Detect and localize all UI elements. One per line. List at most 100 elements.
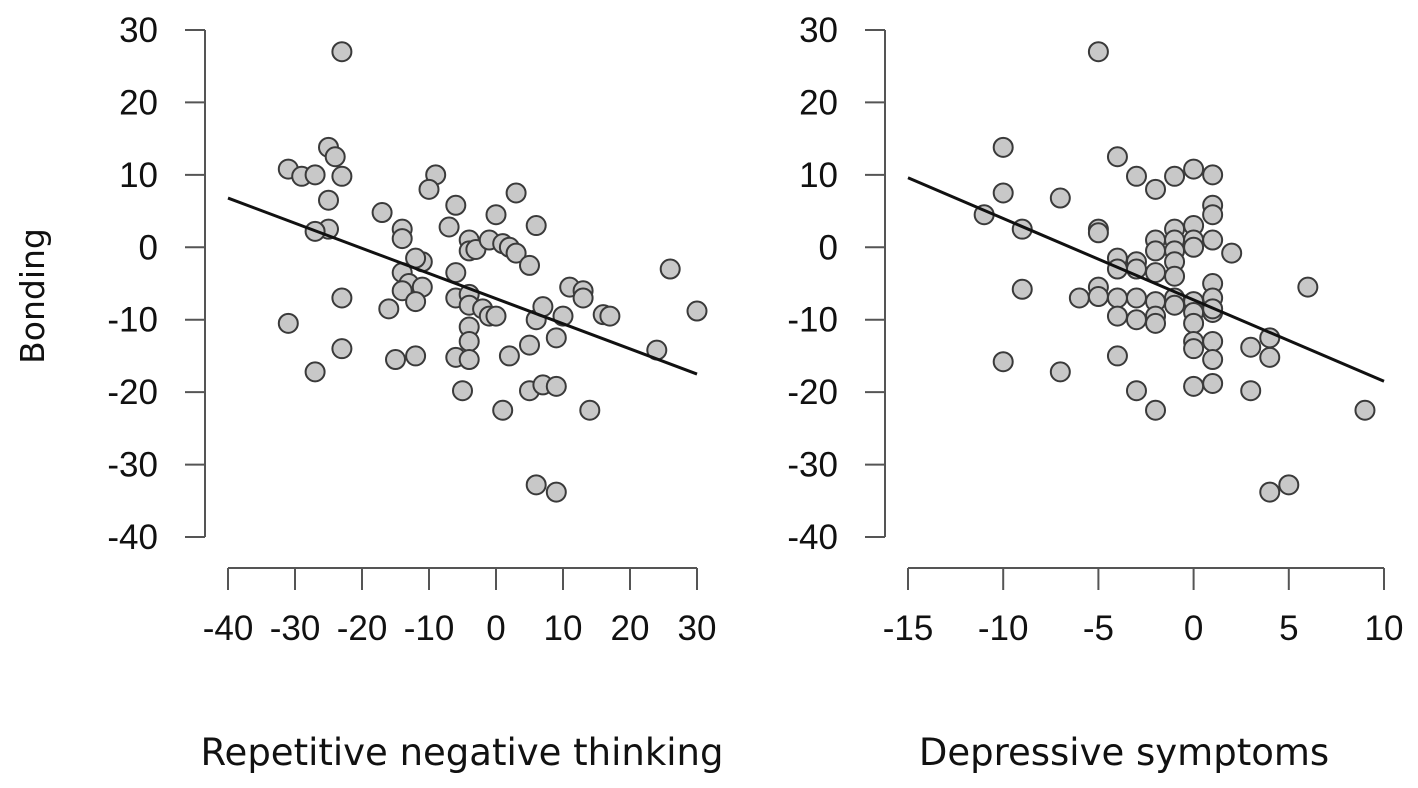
y-tick-label: 0 [819, 228, 838, 267]
y-tick-label: 30 [119, 11, 158, 50]
x-tick-label: -30 [270, 609, 321, 648]
y-tick-label: 10 [799, 156, 838, 195]
data-point [385, 349, 406, 371]
data-point [1202, 349, 1224, 371]
x-axis-title: Repetitive negative thinking [201, 731, 724, 774]
data-point [1164, 165, 1186, 187]
data-point [1183, 312, 1205, 334]
x-tick-label: 20 [611, 609, 650, 648]
y-tick-label: -10 [107, 301, 158, 340]
data-point [545, 375, 567, 397]
y-tick-label: 20 [799, 83, 838, 122]
regression-line [907, 176, 1385, 383]
y-tick-label: -20 [107, 373, 158, 412]
data-point [505, 242, 527, 264]
data-point [1049, 187, 1071, 209]
data-point [445, 194, 467, 216]
x-tick-label: -10 [978, 609, 1029, 648]
data-point [1145, 240, 1167, 262]
data-point [1183, 236, 1205, 258]
data-point [331, 338, 353, 360]
data-point [331, 287, 353, 309]
y-tick-label: -30 [107, 446, 158, 485]
data-point [485, 204, 507, 226]
data-point [579, 399, 601, 421]
x-tick-label: -40 [203, 609, 254, 648]
data-point [1125, 165, 1147, 187]
data-point [1125, 380, 1147, 402]
x-tick-label: -5 [1083, 609, 1114, 648]
data-point [277, 312, 299, 334]
data-point [1202, 330, 1224, 352]
data-point [498, 345, 520, 367]
data-point [1202, 204, 1224, 226]
x-tick-label: 0 [486, 609, 505, 648]
data-point [1145, 399, 1167, 421]
data-point [519, 334, 540, 356]
data-point [1202, 229, 1224, 251]
x-axis-title: Depressive symptoms [919, 731, 1329, 774]
x-tick-label: 10 [544, 609, 583, 648]
panel-repetitive-negative-thinking: 30 20 10 0 -10 -20 -30 -40 -40 -30 -20 -10 0 10 20 30 Re… [107, 11, 723, 774]
data-point [686, 300, 708, 322]
y-tick-label: -40 [107, 518, 158, 557]
data-point [992, 136, 1014, 158]
data-point [1087, 286, 1109, 308]
data-point [572, 287, 594, 309]
data-point [1145, 178, 1167, 200]
data-point [1202, 164, 1224, 186]
x-tick-label: -15 [883, 609, 934, 648]
data-point [1259, 346, 1281, 368]
x-tick-label: 5 [1279, 609, 1298, 648]
x-tick-label: -20 [337, 609, 388, 648]
data-point [438, 216, 460, 238]
data-point [1106, 287, 1128, 309]
data-point [1125, 287, 1147, 309]
data-point [1202, 372, 1224, 394]
data-point [505, 182, 527, 204]
data-point [445, 262, 467, 284]
data-point [1221, 242, 1243, 264]
x-tick-label: 30 [678, 609, 717, 648]
data-point [545, 327, 567, 349]
data-point [458, 330, 480, 352]
data-point [1106, 305, 1128, 327]
data-point [1183, 375, 1205, 397]
panel-depressive-symptoms: 30 20 10 0 -10 -20 -30 -40 -15 -10 -5 0 5 10 Depressiv… [787, 11, 1403, 774]
data-point [1145, 312, 1167, 334]
y-tick-label: 0 [139, 228, 158, 267]
y-tick-label: 10 [119, 156, 158, 195]
data-point [1183, 158, 1205, 180]
data-point [1011, 278, 1033, 300]
data-point [304, 164, 326, 186]
data-point [1240, 380, 1262, 402]
data-point [492, 399, 514, 421]
data-point [519, 254, 540, 276]
data-point [1068, 287, 1090, 309]
data-point [452, 380, 473, 402]
data-point [331, 165, 353, 187]
data-point [391, 280, 413, 302]
data-point [599, 305, 621, 327]
data-point [1297, 276, 1319, 298]
data-point [659, 258, 681, 280]
data-point [1278, 474, 1300, 496]
data-point [378, 298, 400, 320]
data-point [992, 351, 1014, 373]
x-tick-label: -10 [404, 609, 455, 648]
data-point [405, 291, 427, 313]
data-point [1354, 399, 1376, 421]
regression-line [227, 196, 698, 376]
data-point [458, 349, 480, 371]
data-point [1125, 309, 1147, 331]
data-point [1259, 481, 1281, 503]
data-point [1087, 41, 1109, 63]
data-point [371, 202, 393, 224]
data-point [545, 481, 567, 503]
data-point [418, 178, 440, 200]
data-point [318, 189, 339, 211]
y-tick-label: 20 [119, 83, 158, 122]
data-point [304, 361, 326, 383]
y-tick-label: 30 [799, 11, 838, 50]
y-tick-label: -30 [787, 446, 838, 485]
